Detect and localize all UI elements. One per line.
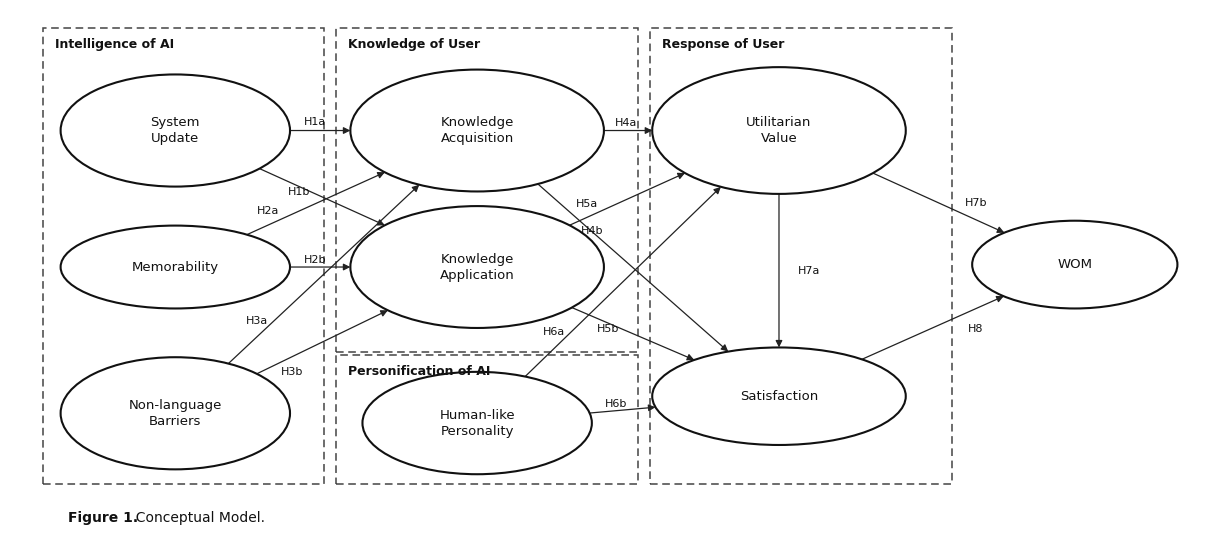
Ellipse shape [60, 357, 290, 469]
Text: WOM: WOM [1057, 258, 1093, 271]
Bar [649, 28, 951, 484]
Text: Utilitarian
Value: Utilitarian Value [747, 116, 812, 145]
Text: Knowledge
Acquisition: Knowledge Acquisition [441, 116, 514, 145]
Text: Knowledge
Application: Knowledge Application [440, 253, 515, 281]
Text: Memorability: Memorability [132, 260, 219, 274]
Bar [336, 355, 638, 484]
Ellipse shape [972, 220, 1178, 309]
Ellipse shape [652, 347, 906, 445]
Text: H3a: H3a [245, 316, 267, 326]
Text: System
Update: System Update [150, 116, 200, 145]
Text: H1b: H1b [288, 187, 310, 197]
Ellipse shape [362, 372, 591, 474]
Ellipse shape [350, 70, 604, 192]
Text: Conceptual Model.: Conceptual Model. [127, 511, 265, 525]
Text: H2b: H2b [304, 255, 326, 265]
Text: Non-language
Barriers: Non-language Barriers [128, 399, 222, 428]
Ellipse shape [652, 67, 906, 194]
Text: Personification of AI: Personification of AI [347, 365, 490, 377]
Text: Intelligence of AI: Intelligence of AI [54, 38, 174, 51]
Text: Human-like
Personality: Human-like Personality [440, 408, 515, 438]
Text: H2a: H2a [257, 207, 280, 217]
Ellipse shape [60, 74, 290, 187]
Text: H1a: H1a [303, 117, 326, 127]
Text: H3b: H3b [281, 367, 303, 377]
Text: H5a: H5a [575, 199, 598, 209]
Text: Knowledge of User: Knowledge of User [347, 38, 480, 51]
Text: H6a: H6a [543, 327, 565, 337]
Text: H4a: H4a [615, 117, 637, 128]
Text: H5b: H5b [598, 324, 620, 334]
Text: H7a: H7a [798, 266, 821, 276]
Text: H6b: H6b [605, 399, 627, 409]
Text: H7b: H7b [965, 198, 988, 208]
Text: Satisfaction: Satisfaction [740, 389, 818, 403]
Text: H8: H8 [968, 324, 983, 334]
Ellipse shape [350, 206, 604, 328]
Ellipse shape [60, 225, 290, 309]
Text: H4b: H4b [580, 225, 604, 235]
Text: Figure 1.: Figure 1. [68, 511, 138, 525]
Text: Response of User: Response of User [662, 38, 785, 51]
Bar [42, 28, 324, 484]
Bar [336, 28, 638, 352]
